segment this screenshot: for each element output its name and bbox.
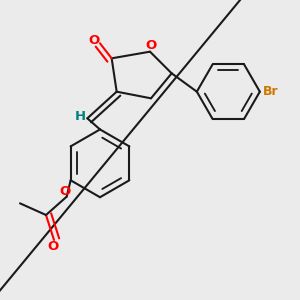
Text: H: H: [74, 110, 86, 123]
Text: O: O: [47, 239, 58, 253]
Text: Br: Br: [263, 85, 278, 98]
Text: O: O: [88, 34, 100, 47]
Text: O: O: [146, 39, 157, 52]
Text: O: O: [59, 185, 71, 198]
